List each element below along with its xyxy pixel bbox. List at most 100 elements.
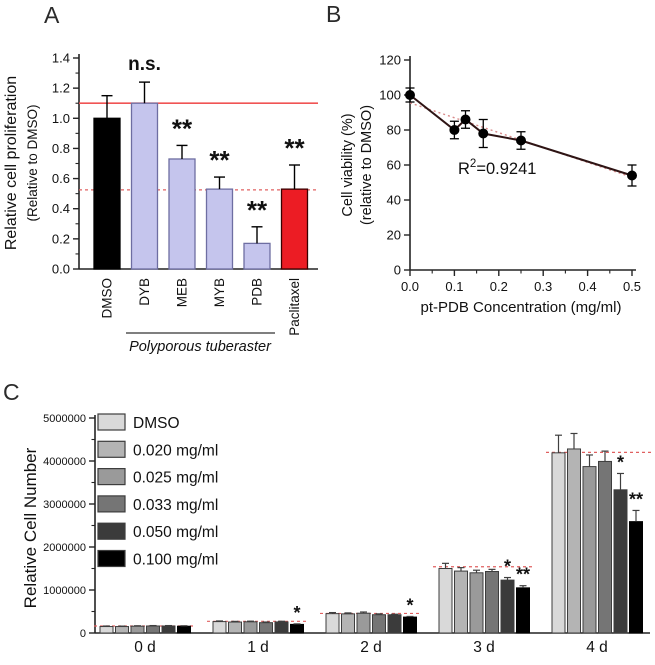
r-squared-rest: =0.9241: [476, 160, 536, 178]
x-axis-title: pt-PDB Concentration (mg/ml): [421, 299, 622, 316]
legend-swatch-0.100 mg/ml: [97, 549, 126, 568]
y-tick-label: 1.2: [52, 81, 70, 96]
bar-0.033 mg/ml: [259, 622, 273, 634]
bar-Paclitaxel: [280, 188, 309, 270]
significance-annotation: **: [172, 113, 193, 143]
panel-b-chart: 0 20 40 60 80 100 120 0.0 0.1 0.2 0.3 0.4 0.5 R2=0.92…: [340, 53, 641, 317]
bar-0.050 mg/ml: [500, 579, 515, 634]
y-tick-label: 0.6: [52, 171, 70, 186]
bar-0.100 mg/ml: [177, 625, 191, 634]
data-line: [409, 94, 633, 177]
bar-0.033 mg/ml: [485, 571, 499, 634]
legend-swatch-DMSO: [97, 413, 126, 431]
group-label: Polyporous tuberaster: [129, 339, 272, 355]
x-tick-label: 0.1: [445, 279, 463, 294]
x-group-label: 1 d: [247, 639, 269, 656]
x-tick-label: 0.5: [623, 279, 641, 294]
y-tick-label: 0: [394, 263, 401, 278]
y-tick-label: 60: [387, 158, 401, 173]
legend-label: 0.033 mg/ml: [133, 497, 218, 514]
y-tick-label: 1000000: [43, 585, 86, 597]
significance-annotation: *: [617, 452, 624, 472]
legend-swatch-0.020 mg/ml: [97, 440, 126, 458]
bar-DMSO: [325, 613, 340, 634]
significance-annotation: *: [293, 603, 300, 623]
y-tick-label: 40: [387, 193, 401, 208]
x-group-label: 2 d: [360, 639, 382, 656]
y-axis-title: Relative cell proliferation: [3, 76, 20, 250]
x-tick-label: 0.2: [490, 279, 508, 294]
bar-0.025 mg/ml: [130, 625, 145, 634]
x-tick-label: 0.4: [579, 279, 597, 294]
data-point: [460, 114, 471, 125]
bar-0.100 mg/ml: [516, 587, 530, 634]
bar-0.100 mg/ml: [629, 521, 643, 634]
legend-label: 0.025 mg/ml: [133, 470, 218, 487]
bar-0.050 mg/ml: [161, 625, 176, 634]
legend-label: 0.100 mg/ml: [133, 552, 218, 569]
significance-annotation: **: [247, 195, 268, 225]
legend-swatch-0.050 mg/ml: [97, 522, 126, 540]
r-squared-sup: 2: [470, 158, 476, 170]
significance-annotation: **: [516, 565, 530, 585]
bar-0.020 mg/ml: [341, 613, 355, 634]
bar-MYB: [205, 188, 234, 270]
y-tick-label: 0.8: [52, 141, 70, 156]
significance-annotation: **: [629, 489, 643, 509]
x-category-label: MEB: [175, 278, 190, 307]
data-point: [478, 128, 489, 139]
x-group-label: 3 d: [473, 639, 495, 656]
r-squared-base: R: [458, 160, 470, 178]
legend-label: DMSO: [133, 415, 180, 432]
x-group-label: 0 d: [134, 639, 156, 656]
x-category-label: PDB: [250, 278, 265, 306]
y-axis-title: Cell viability (%): [340, 113, 356, 216]
y-tick-label: 120: [379, 53, 401, 68]
bar-0.033 mg/ml: [598, 460, 612, 634]
y-tick-label: 5000000: [43, 413, 86, 425]
panel-a-label: A: [44, 2, 60, 28]
panel-b-label: B: [326, 1, 342, 27]
significance-annotation: *: [406, 595, 413, 615]
bar-0.100 mg/ml: [290, 623, 304, 634]
legend-swatch-0.025 mg/ml: [97, 467, 126, 486]
x-tick-label: 0.0: [401, 279, 419, 294]
y-tick-label: 100: [379, 88, 401, 103]
bar-0.050 mg/ml: [613, 489, 628, 634]
bar-0.025 mg/ml: [243, 621, 258, 634]
bar-0.025 mg/ml: [356, 612, 371, 634]
bar-0.025 mg/ml: [582, 466, 597, 634]
bar-0.050 mg/ml: [274, 621, 289, 634]
y-tick-label: 3000000: [43, 499, 86, 511]
x-group-label: 4 d: [586, 639, 608, 656]
bar-PDB: [243, 242, 271, 270]
y-tick-label: 0.4: [52, 201, 70, 216]
bar-0.020 mg/ml: [454, 570, 468, 634]
y-axis-subtitle: (Relative to DMSO): [25, 104, 40, 221]
y-axis-subtitle: (relative to DMSO): [359, 105, 375, 225]
data-point: [627, 170, 637, 181]
y-axis-title: Relative Cell Number: [21, 447, 40, 608]
x-category-label: DMSO: [100, 278, 115, 319]
bar-0.020 mg/ml: [228, 621, 242, 634]
panel-c-chart: 0 1000000 2000000 3000000 4000000 5000000 0 d 1…: [21, 413, 652, 656]
bar-DMSO: [99, 626, 114, 634]
y-tick-label: 0.2: [52, 231, 70, 246]
bar-DYB: [130, 102, 159, 270]
bar-0.100 mg/ml: [403, 616, 417, 634]
bar-MEB: [168, 158, 196, 270]
bar-0.025 mg/ml: [469, 572, 484, 634]
bar-0.050 mg/ml: [387, 614, 402, 634]
bar-DMSO: [438, 568, 453, 634]
data-point: [449, 125, 460, 135]
bar-0.033 mg/ml: [146, 625, 160, 634]
x-category-label: Paclitaxel: [287, 278, 302, 336]
significance-annotation: n.s.: [128, 54, 161, 75]
y-tick-label: 0.0: [52, 262, 70, 277]
x-category-label: MYB: [212, 278, 227, 307]
y-tick-label: 80: [387, 123, 401, 138]
x-tick-label: 0.3: [534, 279, 552, 294]
bar-0.020 mg/ml: [115, 626, 129, 634]
panel-c-label: C: [3, 379, 21, 405]
